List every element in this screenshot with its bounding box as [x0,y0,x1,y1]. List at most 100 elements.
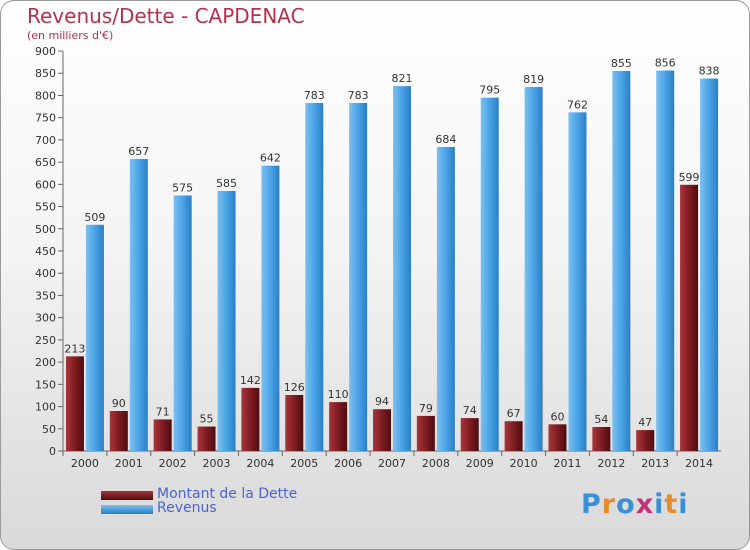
data-label-dette: 47 [638,416,652,429]
bar-dette [548,424,567,451]
bar-dette [285,395,304,451]
x-tick-label: 2009 [466,457,494,470]
data-label-revenus: 821 [392,72,413,85]
bar-dette [109,411,128,451]
data-label-dette: 60 [550,410,564,423]
bar-dette [416,415,435,451]
bar-revenus [85,224,104,451]
x-tick-label: 2013 [641,457,669,470]
bar-revenus [217,191,236,451]
bar-dette [504,421,523,451]
y-tick-label: 0 [49,445,56,458]
data-label-dette: 110 [328,388,349,401]
data-label-dette: 94 [375,395,389,408]
data-label-revenus: 838 [699,65,720,78]
bar-revenus [173,195,192,451]
legend-label-revenus: Revenus [157,500,217,516]
bar-revenus [656,70,675,452]
legend-label-dette: Montant de la Dette [157,486,298,502]
y-tick-label: 150 [35,378,56,391]
data-label-revenus: 657 [128,145,149,158]
x-tick-label: 2011 [553,457,581,470]
data-label-revenus: 762 [567,98,588,111]
y-tick-label: 500 [35,223,56,236]
data-label-dette: 213 [64,342,85,355]
y-tick-label: 400 [35,267,56,280]
data-label-dette: 599 [679,171,700,184]
y-tick-label: 300 [35,312,56,325]
y-tick-label: 600 [35,178,56,191]
bar-revenus [568,112,587,451]
y-tick-label: 550 [35,201,56,214]
bar-revenus [612,71,631,451]
data-label-revenus: 642 [260,152,281,165]
bar-dette [373,409,391,451]
data-label-revenus: 819 [523,73,544,86]
data-label-revenus: 585 [216,177,237,190]
data-label-dette: 74 [463,404,477,417]
data-label-dette: 142 [240,374,261,387]
bar-dette [680,184,699,451]
chart-subtitle: (en milliers d'€) [27,29,114,42]
x-tick-label: 2002 [159,457,187,470]
y-tick-label: 700 [35,134,56,147]
x-tick-label: 2001 [115,457,143,470]
data-label-revenus: 783 [304,89,325,102]
y-tick-label: 350 [35,289,56,302]
proxiti-logo: Proxiti [581,489,689,520]
bar-revenus [480,97,499,452]
x-tick-label: 2005 [290,457,318,470]
y-tick-label: 200 [35,356,56,369]
bar-revenus [393,86,411,451]
bar-revenus [436,147,455,451]
bar-revenus [700,78,719,452]
bar-dette [636,430,655,451]
bar-revenus [349,103,368,451]
data-label-revenus: 783 [348,89,369,102]
bar-dette [460,418,479,451]
y-tick-label: 250 [35,334,56,347]
y-tick-label: 850 [35,67,56,80]
x-tick-label: 2004 [246,457,274,470]
bar-dette [153,419,172,451]
bar-revenus [305,103,324,451]
data-label-dette: 71 [156,405,170,418]
bar-revenus [129,159,148,451]
bar-revenus [261,165,280,451]
y-tick-label: 900 [35,45,56,58]
legend-swatch-revenus [101,504,153,514]
chart-title: Revenus/Dette - CAPDENAC [27,4,305,28]
data-label-revenus: 684 [435,133,456,146]
y-tick-label: 100 [35,401,56,414]
x-tick-label: 2012 [597,457,625,470]
data-label-dette: 67 [507,407,521,420]
x-tick-label: 2006 [334,457,362,470]
bar-dette [329,402,348,451]
legend-item-dette: Montant de la Dette [101,486,297,503]
y-tick-label: 750 [35,112,56,125]
legend-swatch-dette [101,490,153,500]
x-tick-label: 2010 [510,457,538,470]
legend-item-revenus: Revenus [101,500,217,517]
bar-dette [65,356,84,451]
x-tick-label: 2007 [378,457,406,470]
x-tick-label: 2003 [203,457,231,470]
x-tick-label: 2014 [685,457,713,470]
bar-dette [197,426,216,451]
data-label-dette: 90 [112,397,126,410]
y-tick-label: 650 [35,156,56,169]
bar-dette [241,387,260,451]
data-label-dette: 126 [284,381,305,394]
data-label-dette: 55 [200,413,214,426]
bar-dette [592,427,611,451]
data-label-revenus: 795 [479,84,500,97]
y-tick-label: 450 [35,245,56,258]
data-label-revenus: 855 [611,57,632,70]
data-label-revenus: 856 [655,57,676,70]
data-label-revenus: 509 [84,211,105,224]
bar-revenus [524,87,543,451]
data-label-dette: 54 [594,413,608,426]
x-tick-label: 2008 [422,457,450,470]
